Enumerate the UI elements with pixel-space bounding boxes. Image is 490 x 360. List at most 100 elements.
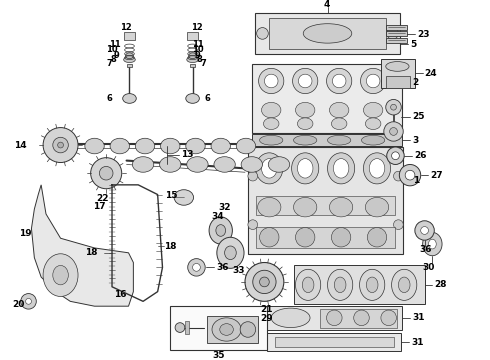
Text: 22: 22 bbox=[96, 194, 109, 203]
Ellipse shape bbox=[295, 269, 321, 300]
Ellipse shape bbox=[160, 157, 181, 172]
Text: 10: 10 bbox=[192, 45, 203, 54]
Ellipse shape bbox=[366, 198, 389, 217]
Ellipse shape bbox=[294, 198, 317, 217]
Ellipse shape bbox=[43, 127, 78, 162]
Text: 31: 31 bbox=[411, 338, 423, 347]
Bar bbox=[190, 63, 196, 67]
Ellipse shape bbox=[258, 198, 281, 217]
Bar bbox=[386, 76, 410, 88]
Bar bbox=[252, 134, 402, 146]
Text: 20: 20 bbox=[12, 300, 24, 309]
Bar bbox=[256, 195, 395, 215]
Ellipse shape bbox=[188, 258, 205, 276]
Ellipse shape bbox=[256, 153, 283, 184]
Ellipse shape bbox=[302, 277, 314, 293]
Ellipse shape bbox=[212, 318, 241, 341]
Bar bbox=[386, 31, 407, 36]
Text: 1: 1 bbox=[413, 176, 419, 185]
Ellipse shape bbox=[240, 322, 256, 337]
Text: 9: 9 bbox=[195, 51, 200, 60]
Text: 19: 19 bbox=[19, 229, 31, 238]
Bar bbox=[386, 38, 407, 43]
Ellipse shape bbox=[217, 237, 244, 268]
Text: 25: 25 bbox=[412, 112, 424, 121]
Ellipse shape bbox=[381, 310, 396, 325]
Text: 8: 8 bbox=[110, 55, 116, 64]
Ellipse shape bbox=[248, 220, 258, 230]
Ellipse shape bbox=[326, 68, 352, 94]
Text: 23: 23 bbox=[417, 30, 429, 39]
Ellipse shape bbox=[43, 254, 78, 297]
Ellipse shape bbox=[58, 142, 64, 148]
Bar bbox=[207, 316, 258, 343]
Ellipse shape bbox=[332, 74, 346, 88]
Ellipse shape bbox=[298, 74, 312, 88]
Ellipse shape bbox=[361, 68, 386, 94]
Ellipse shape bbox=[224, 246, 236, 260]
Ellipse shape bbox=[85, 138, 104, 154]
Text: 15: 15 bbox=[166, 191, 178, 200]
Ellipse shape bbox=[297, 118, 313, 130]
Text: 8: 8 bbox=[196, 55, 202, 64]
Text: 7: 7 bbox=[200, 59, 206, 68]
Ellipse shape bbox=[326, 310, 342, 325]
Ellipse shape bbox=[53, 137, 68, 153]
Ellipse shape bbox=[259, 68, 284, 94]
Ellipse shape bbox=[423, 233, 442, 256]
Ellipse shape bbox=[398, 277, 410, 293]
Ellipse shape bbox=[293, 68, 318, 94]
Bar bbox=[185, 321, 189, 334]
Bar bbox=[255, 13, 400, 54]
Ellipse shape bbox=[393, 220, 403, 230]
Text: 16: 16 bbox=[114, 290, 126, 299]
Ellipse shape bbox=[327, 269, 353, 300]
Ellipse shape bbox=[327, 135, 351, 145]
Text: 27: 27 bbox=[430, 171, 443, 180]
Ellipse shape bbox=[362, 135, 385, 145]
Ellipse shape bbox=[360, 269, 385, 300]
Bar bbox=[268, 333, 401, 351]
Bar bbox=[252, 63, 402, 134]
Ellipse shape bbox=[331, 118, 347, 130]
Text: 32: 32 bbox=[219, 203, 231, 212]
Ellipse shape bbox=[189, 53, 196, 59]
Text: 31: 31 bbox=[412, 313, 424, 322]
Ellipse shape bbox=[297, 159, 313, 178]
Ellipse shape bbox=[393, 171, 403, 181]
Ellipse shape bbox=[428, 239, 436, 249]
Ellipse shape bbox=[369, 159, 385, 178]
Ellipse shape bbox=[368, 228, 387, 247]
Ellipse shape bbox=[390, 127, 397, 135]
Bar bbox=[381, 59, 415, 88]
Text: 36: 36 bbox=[420, 246, 432, 255]
Ellipse shape bbox=[384, 122, 403, 141]
Bar bbox=[275, 337, 393, 347]
Ellipse shape bbox=[260, 135, 283, 145]
Ellipse shape bbox=[245, 262, 284, 301]
Ellipse shape bbox=[386, 99, 401, 115]
Text: 5: 5 bbox=[410, 40, 416, 49]
Ellipse shape bbox=[123, 57, 135, 63]
Ellipse shape bbox=[295, 228, 315, 247]
Ellipse shape bbox=[236, 138, 256, 154]
Ellipse shape bbox=[333, 159, 349, 178]
Ellipse shape bbox=[331, 228, 351, 247]
Text: 12: 12 bbox=[191, 23, 202, 32]
Ellipse shape bbox=[387, 147, 404, 165]
Ellipse shape bbox=[135, 138, 155, 154]
Text: 3: 3 bbox=[412, 136, 418, 145]
Text: 12: 12 bbox=[120, 23, 131, 32]
Ellipse shape bbox=[329, 102, 349, 118]
Text: 24: 24 bbox=[424, 69, 437, 78]
Ellipse shape bbox=[209, 217, 232, 244]
Ellipse shape bbox=[211, 138, 230, 154]
Ellipse shape bbox=[186, 94, 199, 103]
Text: 18: 18 bbox=[85, 248, 98, 257]
Ellipse shape bbox=[391, 104, 396, 110]
Ellipse shape bbox=[174, 190, 194, 205]
Ellipse shape bbox=[329, 198, 353, 217]
Ellipse shape bbox=[294, 135, 317, 145]
Ellipse shape bbox=[264, 118, 279, 130]
Text: 10: 10 bbox=[106, 45, 118, 54]
